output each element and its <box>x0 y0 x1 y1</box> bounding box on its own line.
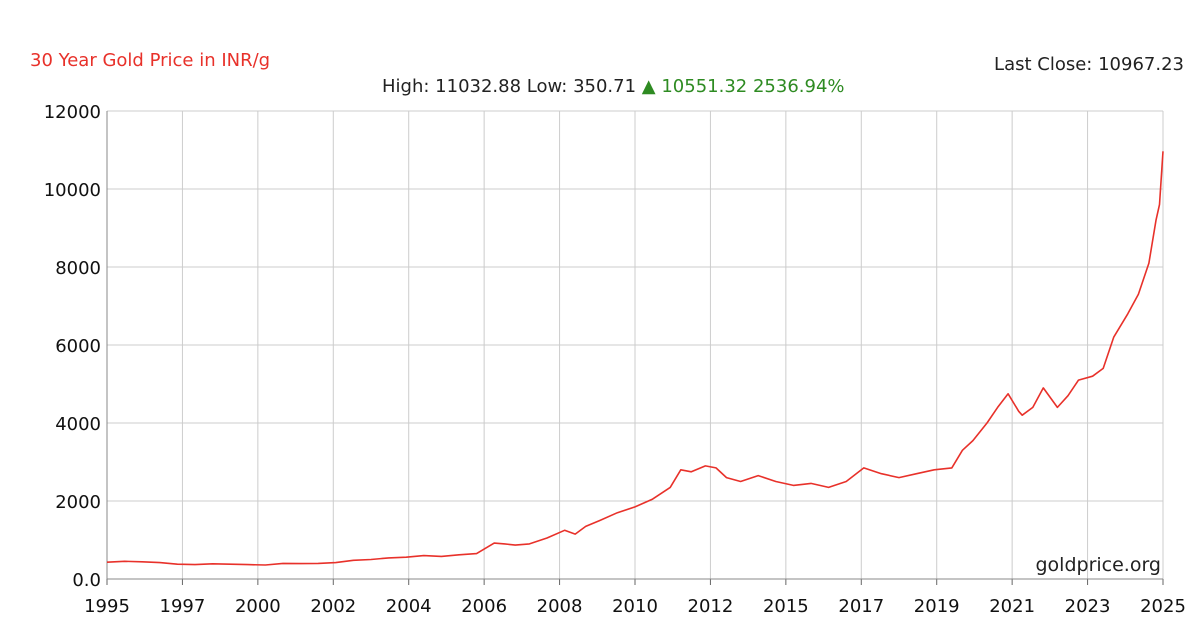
change-percent: 2536.94% <box>752 76 845 97</box>
chart-title: 30 Year Gold Price in INR/g <box>30 50 271 71</box>
x-tick-label: 2015 <box>763 596 809 617</box>
last-close: Last Close: 10967.23 <box>994 54 1184 75</box>
last-close-label: Last Close: <box>994 54 1093 75</box>
x-tick-label: 2000 <box>235 596 281 617</box>
price-stats: High: 11032.88 Low: 350.71 ▲ 10551.32 25… <box>382 76 845 97</box>
high-label: High: <box>382 76 430 97</box>
y-tick-label: 10000 <box>44 180 101 201</box>
x-tick-label: 1995 <box>84 596 130 617</box>
low-label: Low: <box>526 76 568 97</box>
up-arrow-icon: ▲ <box>641 76 656 97</box>
x-tick-label: 2023 <box>1065 596 1111 617</box>
y-tick-label: 6000 <box>55 336 101 357</box>
x-tick-label: 2012 <box>688 596 734 617</box>
y-tick-label: 12000 <box>44 102 101 123</box>
high-value: 11032.88 <box>435 76 522 97</box>
watermark: goldprice.org <box>1035 554 1161 576</box>
x-tick-label: 2019 <box>914 596 960 617</box>
x-tick-label: 2025 <box>1140 596 1186 617</box>
x-tick-label: 2008 <box>537 596 583 617</box>
change-value: 10551.32 <box>661 76 748 97</box>
x-tick-label: 2004 <box>386 596 432 617</box>
x-tick-label: 2006 <box>461 596 507 617</box>
x-tick-label: 2017 <box>838 596 884 617</box>
y-tick-label: 2000 <box>55 492 101 513</box>
low-value: 350.71 <box>573 76 637 97</box>
x-tick-label: 1997 <box>160 596 206 617</box>
x-tick-label: 2010 <box>612 596 658 617</box>
y-tick-label: 0.0 <box>72 570 101 591</box>
last-close-value: 10967.23 <box>1098 54 1184 75</box>
gold-price-line <box>106 151 1164 566</box>
x-tick-label: 2021 <box>989 596 1035 617</box>
y-tick-label: 4000 <box>55 414 101 435</box>
x-tick-label: 2002 <box>310 596 356 617</box>
y-tick-label: 8000 <box>55 258 101 279</box>
